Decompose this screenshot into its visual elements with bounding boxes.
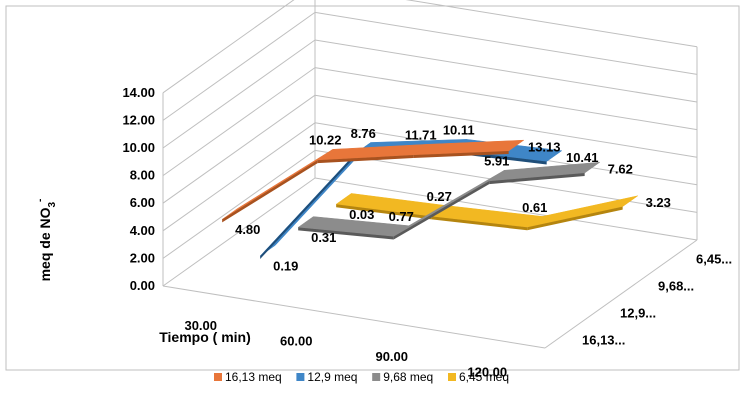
back-wall-gridline: [314, 67, 698, 131]
y-axis-title: meq de NO3-: [35, 199, 58, 282]
side-wall-gridline: [162, 0, 295, 94]
back-wall-gridline: [314, 11, 698, 75]
floor-right-edge: [544, 239, 698, 349]
y-tick-label: 14.00: [122, 85, 155, 100]
data-label: 0.03: [349, 207, 374, 222]
ribbon-top-segment: [488, 161, 601, 182]
data-label: 0.61: [522, 200, 547, 215]
data-label: 10.11: [443, 123, 475, 138]
y-axis-title-superscript: -: [35, 199, 46, 202]
data-label: 5.91: [484, 154, 509, 169]
x-tick-label: 120.00: [467, 364, 507, 379]
data-label: 0.77: [389, 209, 414, 224]
data-label: 11.71: [405, 128, 437, 143]
x-tick-label: 60.00: [280, 333, 313, 348]
data-label: 7.62: [608, 162, 633, 177]
depth-tick-label: 12,9...: [620, 306, 656, 321]
side-wall-gridline: [162, 149, 316, 259]
x-tick-label: 30.00: [184, 318, 217, 333]
back-wall-gridline: [314, 94, 698, 158]
ribbon-front-segment: [431, 216, 528, 231]
legend-swatch: [296, 373, 305, 381]
legend: 16,13 meq 12,9 meq 9,68 meq 6,45 meq: [214, 370, 509, 384]
y-tick-label: 0.00: [130, 278, 155, 293]
ribbon-front-segment: [527, 206, 623, 231]
back-wall-gridline: [314, 177, 698, 241]
side-wall-gridline: [162, 122, 316, 232]
ribbon-front-segment: [260, 153, 356, 260]
side-wall-gridline: [162, 39, 316, 149]
ribbon-front-segment: [336, 204, 432, 220]
series-ribbon: [335, 193, 638, 231]
data-label: 3.23: [646, 195, 671, 210]
depth-tick-label: 16,13...: [582, 333, 625, 348]
ribbon-front-segment: [222, 160, 318, 223]
data-label: 13.13: [528, 140, 561, 155]
back-wall-gridline: [314, 39, 698, 103]
ribbon-front-segment: [317, 155, 414, 164]
ribbon-front-segment: [413, 150, 509, 159]
y-tick-label: 6.00: [130, 195, 155, 210]
data-label: 4.80: [235, 222, 260, 237]
y-tick-label: 4.00: [130, 223, 155, 238]
data-label: 10.22: [309, 133, 342, 148]
series-ribbon: [297, 161, 601, 240]
side-wall-gridline: [162, 11, 316, 121]
legend-label: 16,13 meq: [225, 370, 282, 384]
side-wall-gridline: [162, 94, 316, 204]
floor-front-edge: [162, 285, 546, 349]
y-tick-label: 8.00: [130, 168, 155, 183]
x-tick-label: 90.00: [375, 349, 408, 364]
side-wall-gridline: [162, 67, 316, 177]
legend-swatch: [448, 373, 456, 381]
side-wall-gridline: [162, 177, 316, 287]
y-tick-label: 10.00: [122, 140, 155, 155]
legend-label: 12,9 meq: [307, 370, 357, 384]
ribbon-front-segment: [489, 172, 585, 185]
back-wall-gridline: [405, 0, 698, 48]
legend-swatch: [214, 373, 222, 381]
data-label: 0.31: [311, 230, 336, 245]
data-label: 10.41: [566, 150, 599, 165]
y-axis-title-subscript: 3: [47, 202, 58, 208]
legend-label: 6,45 meq: [459, 370, 509, 384]
data-label: 0.19: [273, 259, 298, 274]
x-axis-title: Tiempo ( min): [159, 329, 251, 345]
y-axis-title-main: meq de NO: [37, 207, 53, 281]
legend-swatch: [372, 373, 381, 381]
depth-tick-label: 6,45...: [696, 252, 732, 267]
ribbon-front-segment: [393, 181, 490, 240]
data-label: 8.76: [351, 126, 376, 141]
depth-tick-label: 9,68...: [658, 279, 694, 294]
legend-label: 9,68 meq: [383, 370, 433, 384]
y-tick-label: 2.00: [130, 250, 155, 265]
y-tick-label: 12.00: [122, 112, 155, 127]
series-ribbon: [222, 139, 525, 223]
ribbon-front-segment: [298, 227, 394, 240]
chart-frame: [5, 5, 740, 371]
data-label: 0.27: [427, 189, 452, 204]
